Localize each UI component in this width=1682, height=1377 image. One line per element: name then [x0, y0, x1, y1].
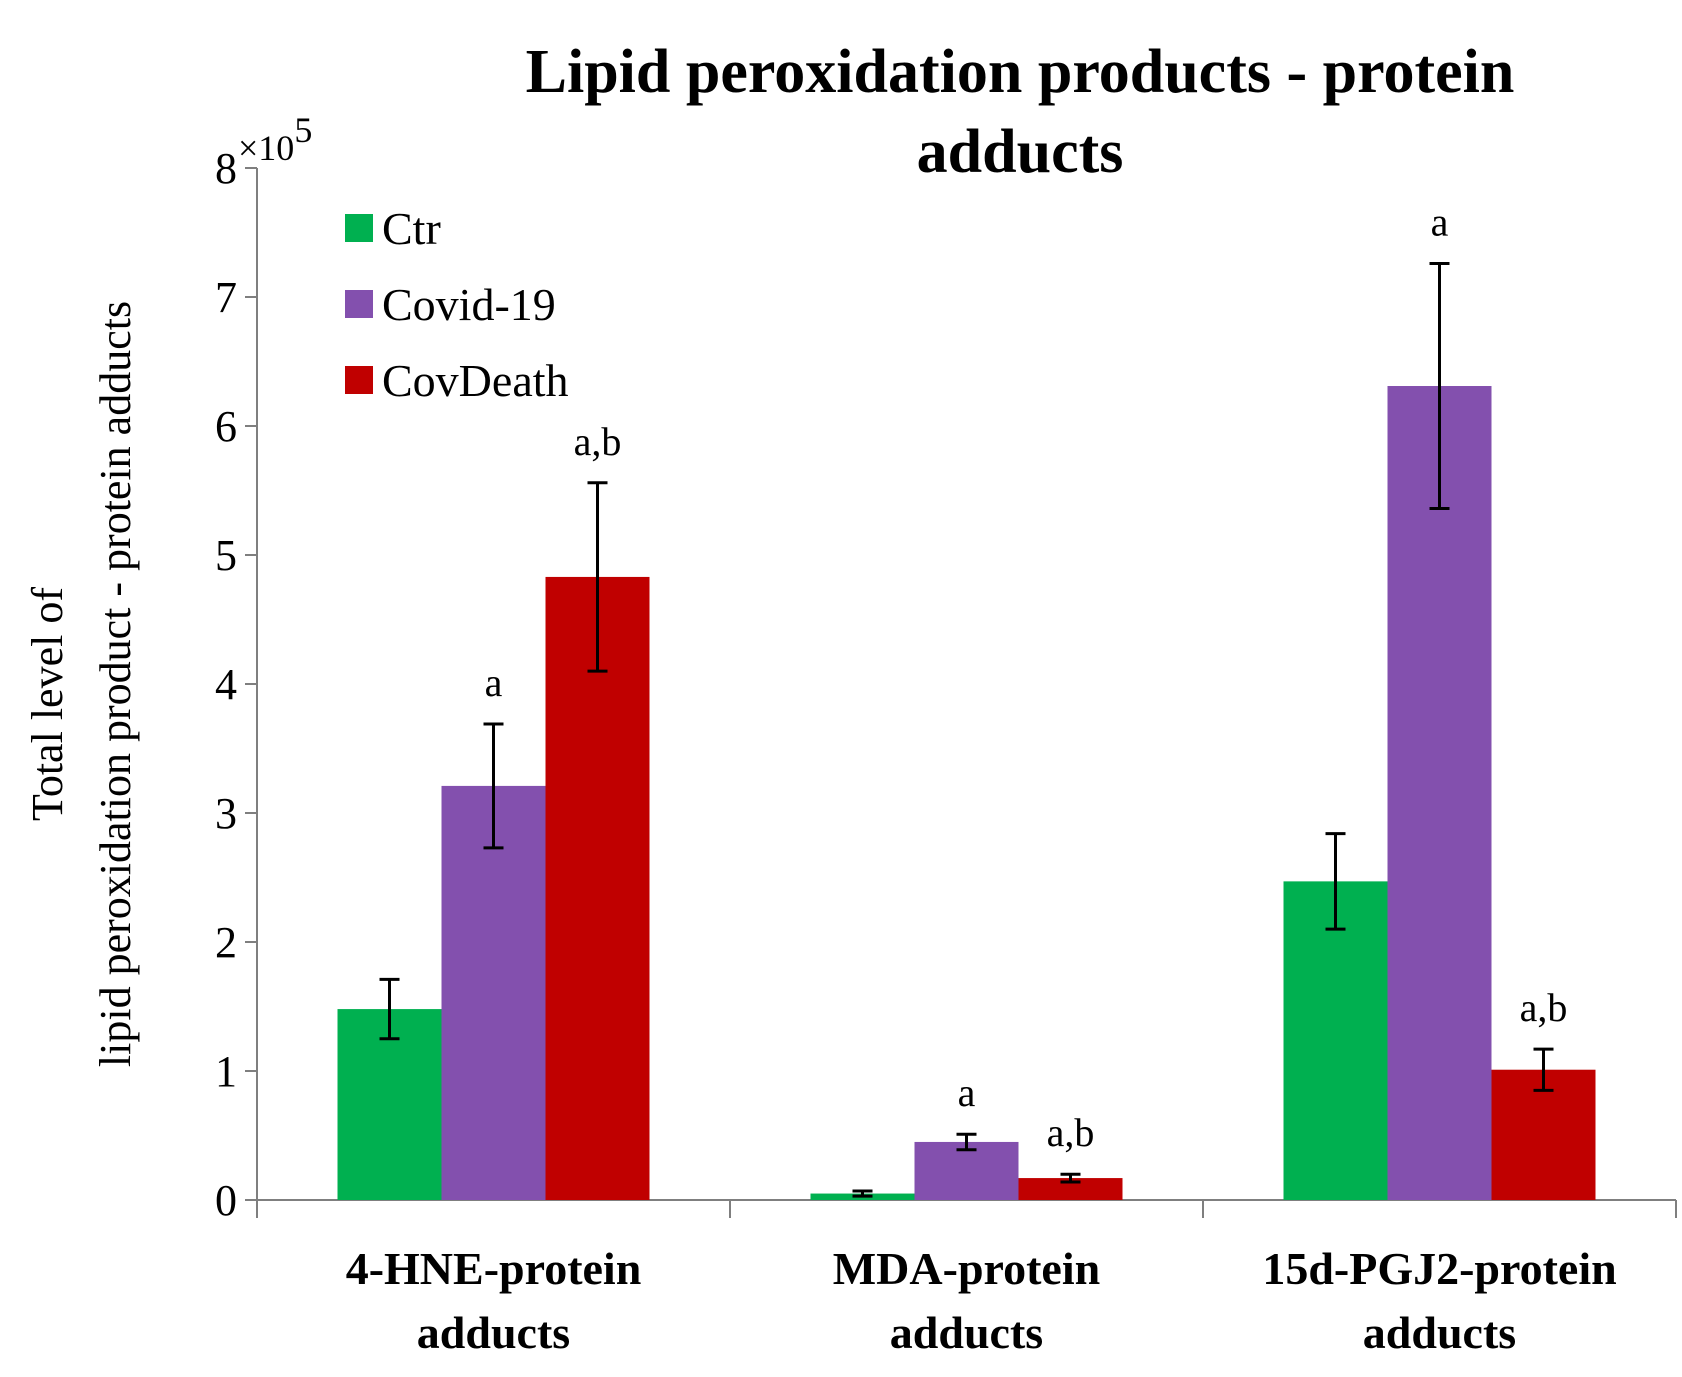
- bars: a a,b a a,b a a,b: [337, 199, 1596, 1200]
- y-tick-label: 5: [215, 531, 237, 580]
- bar: [545, 576, 650, 1200]
- x-category-label: 15d-PGJ2-protein: [1262, 1243, 1616, 1294]
- significance-label: a: [958, 1070, 976, 1115]
- bar: [1018, 1178, 1123, 1200]
- legend-label: Covid-19: [382, 279, 556, 330]
- y-tick-label: 7: [215, 273, 237, 322]
- y-axis-label-line-1: Total level of: [23, 587, 72, 821]
- y-tick-label: 3: [215, 789, 237, 838]
- significance-label: a,b: [1047, 1110, 1095, 1155]
- significance-label: a,b: [574, 419, 622, 464]
- bar: [441, 785, 546, 1200]
- y-axis-multiplier: ×105: [238, 110, 312, 168]
- x-category-label: adducts: [417, 1307, 570, 1358]
- bar: [1283, 881, 1388, 1200]
- bar: [1387, 386, 1492, 1200]
- y-axis-multiplier-exponent: 5: [294, 110, 312, 150]
- legend: Ctr Covid-19 CovDeath: [345, 203, 569, 406]
- chart-title-line-2: adducts: [917, 118, 1124, 186]
- y-axis-label-line-2: lipid peroxidation product - protein add…: [91, 301, 140, 1067]
- axes: 0 1 2 3 4 5 6 7 8 4-HNE-protein adducts MDA-protein…: [215, 144, 1677, 1358]
- legend-swatch: [345, 214, 373, 242]
- x-category-label: adducts: [1363, 1307, 1516, 1358]
- legend-label: Ctr: [382, 203, 441, 254]
- legend-swatch: [345, 290, 373, 318]
- bar: [337, 1009, 442, 1200]
- y-tick-label: 8: [215, 144, 237, 193]
- bar: [914, 1141, 1019, 1200]
- y-tick-label: 1: [215, 1047, 237, 1096]
- significance-label: a,b: [1520, 985, 1568, 1030]
- x-category-label: adducts: [890, 1307, 1043, 1358]
- y-axis-multiplier-base: ×10: [238, 128, 294, 168]
- y-tick-label: 0: [215, 1176, 237, 1225]
- legend-label: CovDeath: [382, 355, 569, 406]
- x-category-label: MDA-protein: [833, 1243, 1100, 1294]
- significance-label: a: [1431, 199, 1449, 244]
- legend-swatch: [345, 366, 373, 394]
- x-category-label: 4-HNE-protein: [346, 1243, 642, 1294]
- y-tick-label: 2: [215, 918, 237, 967]
- significance-label: a: [485, 660, 503, 705]
- y-tick-label: 6: [215, 402, 237, 451]
- chart-title-line-1: Lipid peroxidation products - protein: [526, 38, 1515, 106]
- y-tick-label: 4: [215, 660, 237, 709]
